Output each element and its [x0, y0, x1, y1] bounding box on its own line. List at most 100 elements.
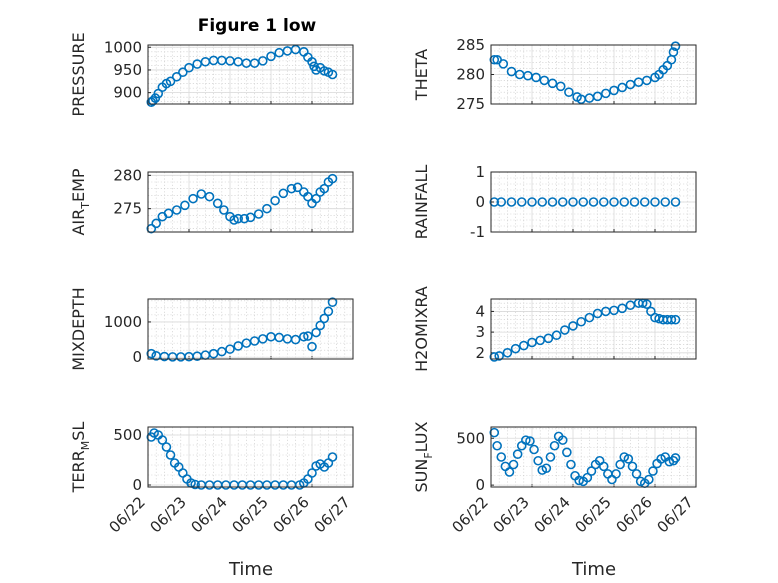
x-tick-label: 06/23 [490, 493, 533, 536]
data-point [319, 66, 330, 76]
data-point [233, 341, 243, 351]
data-point [609, 85, 619, 96]
data-series [489, 427, 681, 489]
data-point [629, 197, 640, 207]
data-point [557, 197, 568, 207]
x-axis-label-right: Time [571, 559, 616, 580]
subplot-mixdepth: 0 1000 MIXDEPTH [69, 287, 354, 371]
data-point [617, 82, 628, 93]
data-point [551, 330, 562, 341]
data-point [146, 348, 157, 359]
x-tick-label: 06/22 [106, 493, 149, 536]
data-point [611, 469, 621, 479]
data-point [489, 427, 500, 438]
axis-frame [490, 171, 697, 233]
data-point [557, 435, 568, 445]
data-point [537, 197, 548, 207]
data-point [278, 188, 289, 199]
data-point [559, 325, 570, 335]
data-point [670, 314, 681, 325]
data-point [609, 197, 619, 207]
data-point [307, 56, 317, 67]
data-point [327, 173, 338, 184]
data-point [584, 312, 595, 323]
data-point [496, 197, 507, 207]
data-point [631, 469, 642, 479]
data-point [543, 333, 554, 344]
data-point [619, 197, 630, 207]
y-axis-label: SUNFLUX [412, 421, 435, 492]
data-point [555, 81, 566, 92]
y-tick-label: 950 [113, 61, 142, 79]
data-point [506, 66, 517, 77]
y-axis-label: TERRMSL [69, 422, 92, 494]
data-point [311, 193, 321, 204]
data-point [541, 463, 552, 474]
y-tick-label: 1000 [104, 313, 142, 331]
data-point [668, 47, 679, 57]
data-point [625, 79, 636, 90]
data-point [253, 209, 264, 219]
data-point [184, 62, 194, 73]
data-point [670, 453, 681, 463]
data-point [171, 205, 182, 215]
data-point [529, 444, 539, 455]
data-point [307, 341, 317, 352]
data-point [615, 459, 625, 470]
data-point [578, 197, 589, 207]
x-tick-label: 06/26 [613, 493, 656, 536]
y-axis-label: H2OMIXRA [412, 286, 431, 372]
x-tick-label: 06/27 [311, 493, 354, 536]
data-point [212, 198, 223, 209]
data-point [494, 351, 505, 361]
data-series [489, 197, 681, 207]
axis-frame [147, 426, 354, 488]
data-point [641, 75, 652, 86]
data-point [165, 76, 176, 87]
data-point [506, 197, 517, 207]
y-tick-label: -1 [470, 223, 485, 241]
data-point [307, 468, 317, 478]
data-point [644, 474, 654, 485]
data-point [489, 54, 500, 65]
data-point [496, 452, 507, 462]
data-point [262, 203, 272, 214]
data-point [527, 197, 537, 207]
data-point [161, 442, 172, 452]
x-tick-label: 06/24 [531, 493, 574, 536]
data-point [180, 200, 190, 211]
data-point [303, 331, 313, 341]
data-point [586, 466, 597, 476]
data-point [510, 343, 521, 354]
data-point [315, 320, 326, 331]
x-tick-label: 06/23 [147, 493, 190, 536]
data-point [327, 297, 338, 307]
axis-frame [490, 298, 697, 360]
data-point [598, 461, 609, 472]
data-point [574, 475, 584, 486]
y-tick-label: 0 [475, 193, 485, 211]
data-point [292, 182, 303, 193]
data-point [547, 78, 558, 89]
data-point [627, 461, 638, 472]
data-point [290, 334, 301, 345]
x-tick-label: 06/25 [572, 493, 615, 536]
data-point [623, 454, 634, 464]
data-series [489, 41, 681, 105]
y-axis-label: MIXDEPTH [69, 287, 88, 370]
data-point [566, 459, 576, 470]
plot-area [491, 299, 696, 359]
data-point [648, 466, 658, 476]
data-point [568, 197, 578, 207]
data-point [564, 87, 574, 97]
data-point [266, 51, 276, 62]
data-point [151, 218, 161, 229]
data-point [660, 197, 671, 207]
data-point [650, 197, 660, 207]
data-point [547, 197, 558, 207]
data-series [489, 298, 681, 362]
y-axis-label: PRESSURE [69, 32, 88, 116]
subplot-h2omixra: 2 3 4 H2OMIXRA [412, 286, 697, 372]
